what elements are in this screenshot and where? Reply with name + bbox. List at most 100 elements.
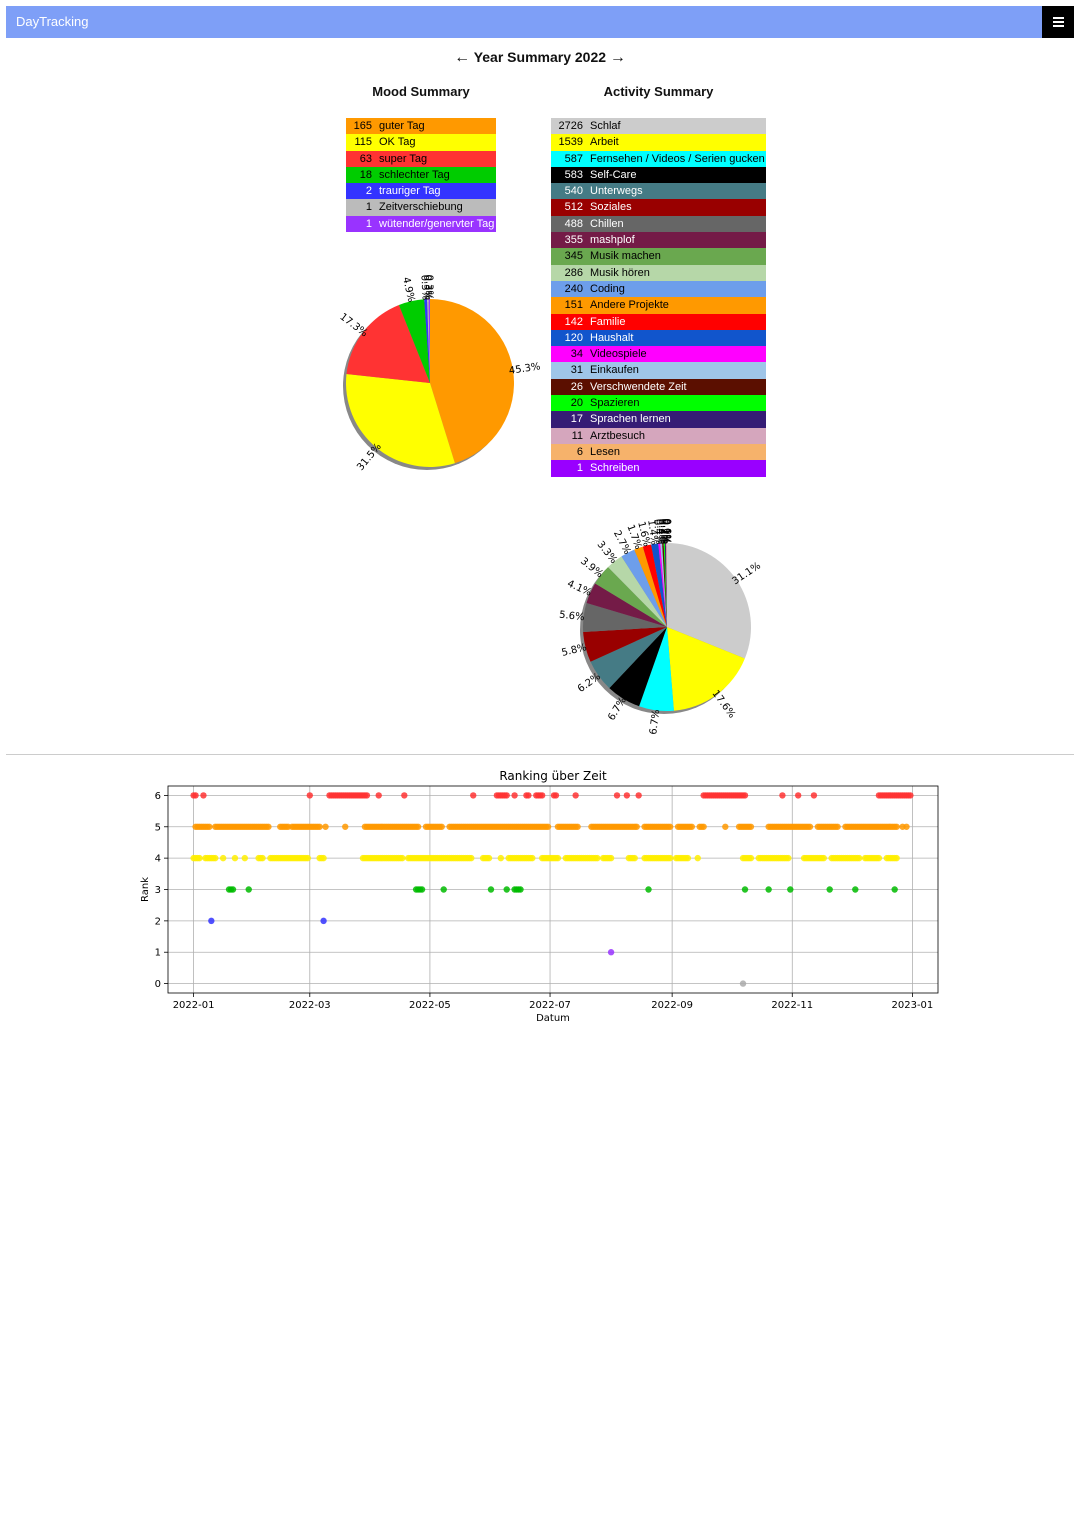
data-point [544, 823, 552, 830]
pie-slice [398, 299, 430, 383]
navbar: DayTracking [6, 6, 1074, 38]
activity-row: 31 Einkaufen [551, 362, 766, 379]
data-point [806, 823, 814, 830]
y-tick-label: 3 [155, 885, 161, 896]
pie-slice [346, 304, 430, 383]
data-point [440, 886, 447, 893]
pie-slice [430, 299, 514, 464]
activity-count: 26 [570, 380, 583, 393]
mood-row: 1 Zeitverschiebung [346, 199, 496, 216]
data-point [511, 792, 518, 799]
data-point [306, 792, 313, 799]
activity-count: 34 [570, 348, 583, 361]
data-point [503, 792, 510, 799]
pie-slice [595, 567, 667, 627]
pie-label: 0.5% [418, 274, 430, 300]
activity-label: Lesen [590, 445, 620, 458]
activity-label: Schreiben [590, 462, 640, 475]
activity-row: 540 Unterwegs [551, 183, 766, 200]
pie-slice [662, 543, 667, 627]
y-tick-label: 6 [155, 791, 161, 802]
pie-label: 0.0% [661, 519, 672, 544]
pie-label: 3.9% [578, 556, 605, 580]
pie-slice [667, 543, 751, 659]
pie-label: 5.6% [559, 610, 586, 624]
data-point [529, 854, 536, 862]
pie-label: 1.4% [645, 519, 660, 546]
data-point [739, 980, 747, 987]
menu-toggle-button[interactable] [1042, 6, 1074, 38]
data-point [342, 823, 349, 830]
mood-count: 1 [365, 201, 372, 214]
activity-count: 583 [564, 168, 583, 181]
mood-count: 18 [359, 168, 372, 181]
activity-label: Musik hören [590, 266, 650, 279]
activity-label: Einkaufen [590, 364, 639, 377]
mood-row: 1 wütender/genervter Tag [346, 215, 496, 233]
data-point [635, 792, 642, 799]
pie-slice [346, 373, 455, 467]
pie-label: 5.8% [561, 642, 588, 659]
activity-label: mashplof [590, 234, 635, 247]
mood-summary-title: Mood Summary [372, 84, 470, 99]
data-point [722, 823, 729, 830]
activity-row: 151 Andere Projekte [551, 297, 766, 314]
pie-label: 3.3% [594, 539, 618, 566]
next-year-arrow[interactable]: → [609, 49, 626, 66]
data-point [414, 823, 422, 830]
data-point [200, 792, 207, 799]
pie-label: 31.1% [730, 560, 763, 587]
pie-slice [621, 549, 667, 627]
activity-count: 286 [564, 266, 583, 279]
mood-count: 1 [365, 217, 372, 230]
brand-link[interactable]: DayTracking [16, 14, 89, 29]
mood-label: schlechter Tag [379, 168, 450, 181]
pie-label: 4.1% [565, 578, 593, 598]
data-point [631, 854, 638, 862]
activity-label: Coding [590, 282, 625, 295]
activity-count: 6 [576, 445, 583, 458]
data-point [794, 792, 802, 799]
mood-label: wütender/genervter Tag [379, 217, 495, 230]
y-tick-label: 0 [155, 979, 161, 990]
activity-count: 120 [564, 331, 583, 344]
pie-slice [642, 544, 667, 627]
pie-label: 17.6% [710, 688, 738, 720]
prev-year-arrow[interactable]: ← [454, 49, 471, 66]
chart-title: Ranking über Zeit [499, 769, 607, 783]
pie-slice [651, 543, 667, 627]
activity-row: 1 Schreiben [551, 460, 766, 477]
data-point [852, 886, 859, 893]
mood-label: Zeitverschiebung [379, 201, 463, 214]
activity-row: 240 Coding [551, 280, 766, 298]
data-point [525, 792, 532, 799]
activity-row: 26 Verschwendete Zeit [551, 378, 766, 396]
pie-slice [428, 299, 430, 383]
data-point [418, 886, 426, 893]
data-point [787, 886, 794, 893]
pie-slice [427, 299, 430, 383]
mood-label: OK Tag [379, 136, 416, 149]
data-point [212, 854, 219, 862]
pie-label: 0.1% [660, 518, 671, 544]
data-point [607, 949, 615, 956]
pie-slice [663, 543, 667, 627]
data-point [375, 792, 382, 799]
data-point [572, 792, 579, 799]
pie-slice [590, 627, 667, 689]
activity-count: 1 [576, 462, 583, 475]
activity-count: 512 [564, 201, 583, 214]
pie-label: 6.7% [606, 695, 629, 722]
activity-row: 120 Haushalt [551, 329, 766, 347]
activity-label: Arztbesuch [590, 429, 646, 442]
data-point [893, 854, 900, 862]
activity-label: Unterwegs [590, 185, 643, 198]
activity-count: 151 [564, 299, 583, 312]
activity-row: 2726 Schlaf [551, 118, 766, 135]
data-point [607, 854, 615, 862]
data-point [241, 854, 249, 862]
data-point [834, 823, 841, 830]
pie-slice [639, 627, 674, 711]
activity-row: 286 Musik hören [551, 264, 766, 281]
activity-label: Self-Care [590, 168, 637, 181]
